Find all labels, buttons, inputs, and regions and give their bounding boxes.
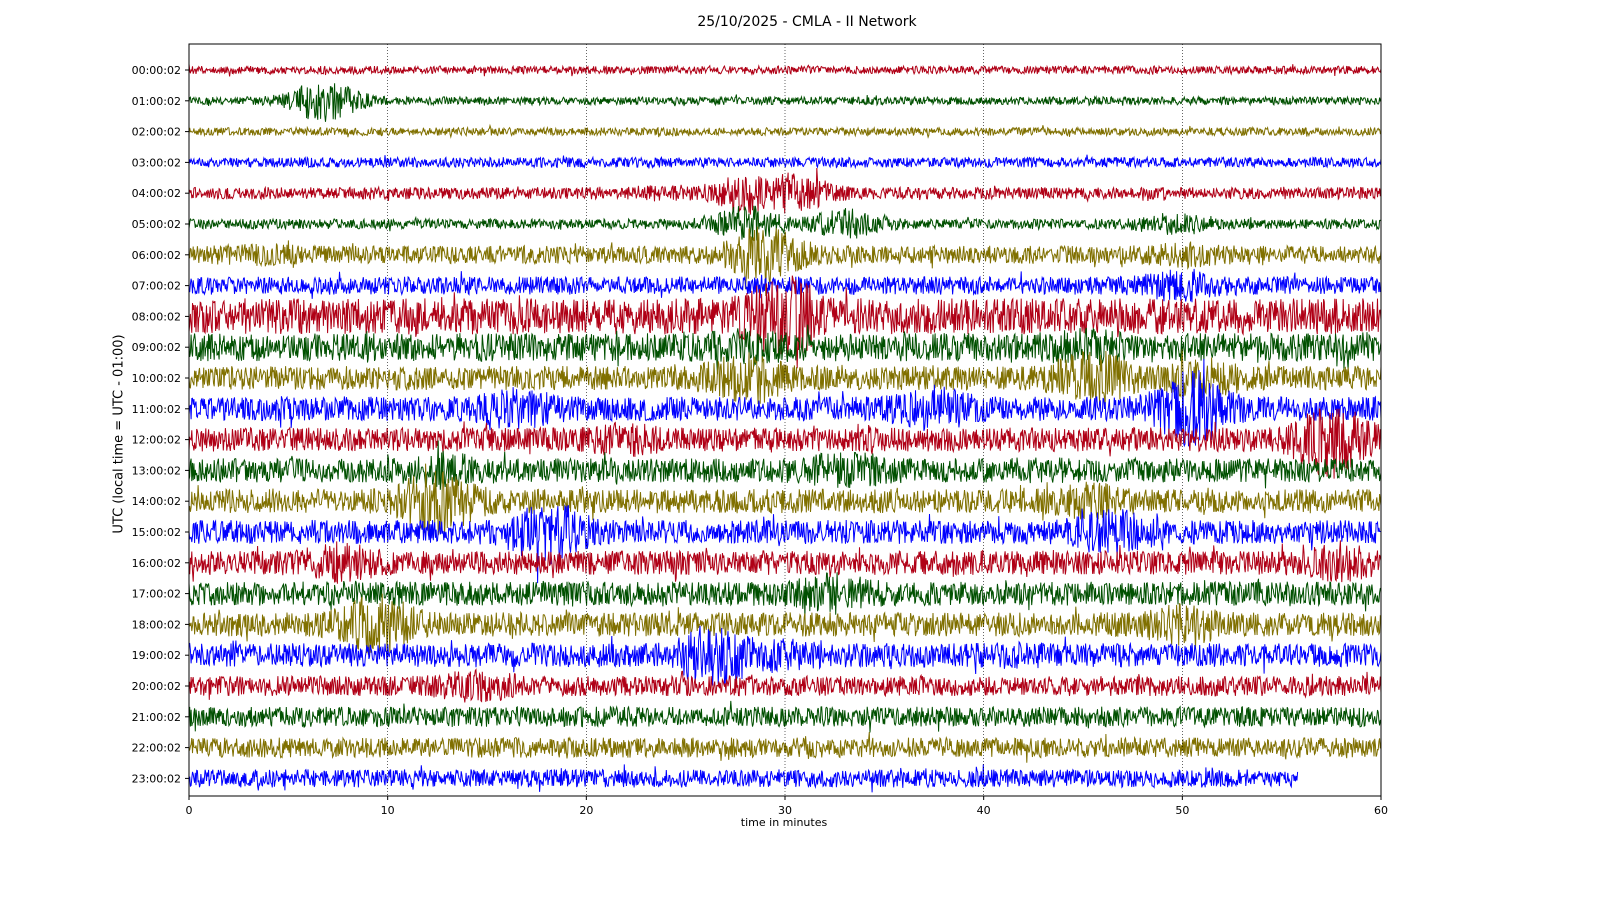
y-tick-label: 17:00:02: [132, 588, 181, 601]
y-tick-label: 07:00:02: [132, 280, 181, 293]
y-tick-label: 10:00:02: [132, 372, 181, 385]
y-tick-label: 22:00:02: [132, 742, 181, 755]
trace-12:00:02: [188, 408, 1382, 479]
x-tick-label: 10: [381, 804, 395, 817]
y-tick-label: 21:00:02: [132, 711, 181, 724]
y-tick-label: 20:00:02: [132, 680, 181, 693]
y-tick-label: 02:00:02: [132, 126, 181, 139]
left-margin: [0, 0, 189, 900]
trace-07:00:02: [188, 268, 1382, 303]
trace-06:00:02: [188, 226, 1382, 297]
right-margin: [1381, 0, 1600, 900]
y-tick-label: 13:00:02: [132, 464, 181, 477]
y-tick-label: 00:00:02: [132, 64, 181, 77]
trace-16:00:02: [188, 540, 1382, 584]
x-tick-label: 60: [1374, 804, 1388, 817]
y-tick-label: 15:00:02: [132, 526, 181, 539]
y-tick-label: 09:00:02: [132, 341, 181, 354]
trace-15:00:02: [188, 504, 1382, 584]
trace-01:00:02: [188, 83, 1382, 122]
x-tick-label: 0: [186, 804, 193, 817]
x-axis-label: time in minutes: [740, 816, 828, 829]
y-tick-label: 06:00:02: [132, 249, 181, 262]
y-tick-label: 16:00:02: [132, 557, 181, 570]
y-tick-label: 05:00:02: [132, 218, 181, 231]
trace-10:00:02: [188, 349, 1382, 405]
y-tick-label: 18:00:02: [132, 618, 181, 631]
trace-11:00:02: [188, 358, 1382, 448]
y-tick-label: 03:00:02: [132, 156, 181, 169]
y-tick-label: 04:00:02: [132, 187, 181, 200]
x-tick-label: 20: [579, 804, 593, 817]
y-tick-label: 19:00:02: [132, 649, 181, 662]
chart-title: 25/10/2025 - CMLA - II Network: [697, 14, 917, 30]
trace-23:00:02: [188, 764, 1299, 793]
y-tick-label: 08:00:02: [132, 310, 181, 323]
y-tick-label: 11:00:02: [132, 403, 181, 416]
y-tick-label: 23:00:02: [132, 772, 181, 785]
y-axis-label: UTC (local time = UTC - 01:00): [111, 334, 127, 534]
x-tick-label: 40: [977, 804, 991, 817]
y-tick-label: 01:00:02: [132, 95, 181, 108]
x-tick-label: 30: [778, 804, 792, 817]
y-tick-label: 12:00:02: [132, 434, 181, 447]
y-tick-label: 14:00:02: [132, 495, 181, 508]
x-tick-label: 50: [1175, 804, 1189, 817]
